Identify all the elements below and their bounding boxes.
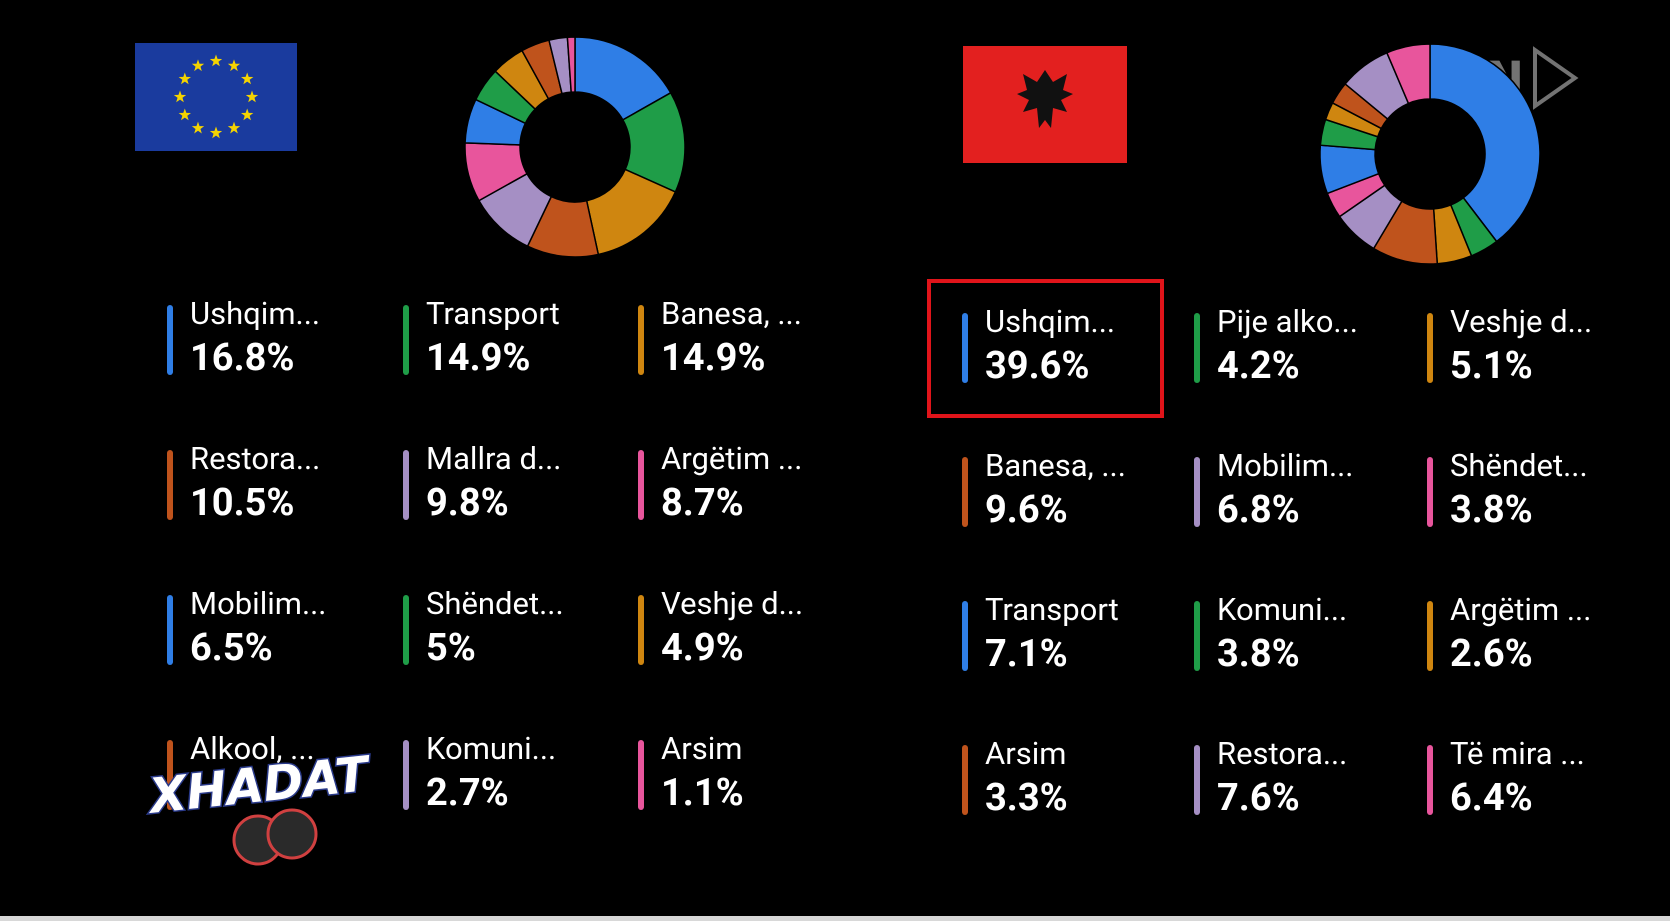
legend-swatch <box>1427 601 1433 671</box>
legend-value: 1.1% <box>661 771 744 815</box>
legend-value: 3.8% <box>1450 488 1533 532</box>
legend-swatch <box>1194 601 1200 671</box>
star <box>227 121 241 134</box>
legend-swatch <box>1194 313 1200 383</box>
legend-label: Argëtim ... <box>1450 591 1591 628</box>
legend-label: Mobilim... <box>1217 447 1353 484</box>
legend-swatch <box>167 305 173 375</box>
legend-label: Komuni... <box>1217 591 1347 628</box>
legend-value: 7.6% <box>1217 776 1300 820</box>
legend-label: Të mira ... <box>1450 735 1585 772</box>
legend-value: 4.9% <box>661 626 744 670</box>
legend-swatch <box>962 313 968 383</box>
legend-swatch <box>638 305 644 375</box>
donut-slice <box>1429 43 1541 243</box>
legend-label: Banesa, ... <box>985 447 1126 484</box>
legend-swatch <box>962 457 968 527</box>
star <box>227 59 241 72</box>
legend-label: Shëndet... <box>426 585 564 622</box>
legend-value: 6.8% <box>1217 488 1300 532</box>
star <box>241 108 254 121</box>
star <box>241 72 254 85</box>
legend-swatch <box>638 740 644 810</box>
legend-label: Arsim <box>661 730 742 767</box>
legend-label: Banesa, ... <box>661 295 802 332</box>
star <box>245 90 259 103</box>
legend-value: 16.8% <box>190 336 295 380</box>
legend-label: Komuni... <box>426 730 556 767</box>
legend-label: Transport <box>426 295 560 332</box>
legend-swatch <box>1194 745 1200 815</box>
legend-label: Argëtim ... <box>661 440 802 477</box>
legend-label: Veshje d... <box>1450 303 1592 340</box>
legend-value: 39.6% <box>985 344 1090 388</box>
donut-slice <box>566 36 576 93</box>
legend-value: 14.9% <box>661 336 766 380</box>
legend-label: Veshje d... <box>661 585 803 622</box>
legend-value: 14.9% <box>426 336 531 380</box>
legend-swatch <box>403 740 409 810</box>
star <box>173 90 187 103</box>
legend-value: 3.8% <box>1217 632 1300 676</box>
legend-swatch <box>167 740 173 810</box>
legend-value: 9.8% <box>426 481 509 525</box>
legend-value: 2.7% <box>426 771 509 815</box>
legend-value: 9.6% <box>985 488 1068 532</box>
bottom-bar <box>0 916 1670 921</box>
legend-value: 4.2% <box>1217 344 1300 388</box>
star <box>209 54 223 67</box>
legend-label: Transport <box>985 591 1119 628</box>
albania-flag <box>963 46 1127 163</box>
legend-label: Alkool, ... <box>190 730 315 767</box>
legend-swatch <box>962 601 968 671</box>
star <box>191 121 205 134</box>
legend-swatch <box>1427 745 1433 815</box>
legend-swatch <box>962 745 968 815</box>
legend-label: Pije alko... <box>1217 303 1358 340</box>
legend-label: Arsim <box>985 735 1066 772</box>
legend-label: Mallra d... <box>426 440 561 477</box>
star <box>209 126 223 139</box>
legend-value: 5% <box>426 626 476 670</box>
legend-swatch <box>1427 457 1433 527</box>
star <box>178 108 191 121</box>
legend-label: Shëndet... <box>1450 447 1588 484</box>
legend-swatch <box>403 450 409 520</box>
legend-swatch <box>1427 313 1433 383</box>
legend-value: 8.7% <box>661 481 744 525</box>
legend-value: 3.3% <box>985 776 1068 820</box>
legend-label: Ushqim... <box>985 303 1115 340</box>
legend-label: Restora... <box>190 440 320 477</box>
legend-label: Mobilim... <box>190 585 326 622</box>
legend-value: 7.1% <box>985 632 1068 676</box>
legend-value: 6.4% <box>1450 776 1533 820</box>
star <box>191 59 205 72</box>
star <box>178 72 191 85</box>
watermark-icon <box>1533 46 1579 110</box>
legend-value: 10.5% <box>190 481 295 525</box>
eu-flag <box>135 43 297 151</box>
legend-label: Ushqim... <box>190 295 320 332</box>
legend-value: 6.5% <box>190 626 273 670</box>
legend-swatch <box>638 450 644 520</box>
legend-swatch <box>403 595 409 665</box>
legend-swatch <box>167 450 173 520</box>
legend-swatch <box>403 305 409 375</box>
legend-value: 2.6% <box>1450 632 1533 676</box>
legend-value: 5.1% <box>1450 344 1533 388</box>
donut-slice <box>1385 43 1431 105</box>
legend-label: Restora... <box>1217 735 1347 772</box>
legend-swatch <box>167 595 173 665</box>
legend-swatch <box>1194 457 1200 527</box>
legend-swatch <box>638 595 644 665</box>
highlight-box <box>927 279 1164 418</box>
